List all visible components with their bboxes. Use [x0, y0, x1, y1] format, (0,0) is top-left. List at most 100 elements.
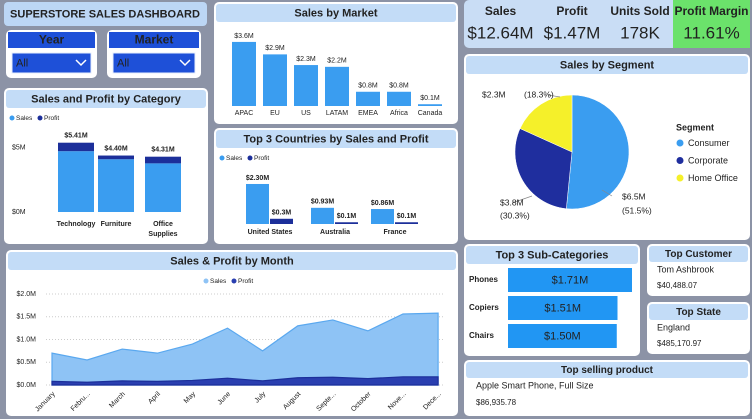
bar — [371, 209, 394, 224]
legend-label: Sales — [210, 278, 227, 285]
x-tick-label: Australia — [320, 229, 350, 236]
legend-label: Home Office — [688, 173, 738, 183]
bar — [294, 65, 318, 106]
area — [51, 376, 439, 386]
leader-line — [547, 94, 561, 98]
bar — [335, 222, 358, 224]
card-title: Top Customer — [665, 249, 732, 260]
x-tick-label: Office Supplies — [148, 221, 177, 238]
dropdown-chevron — [179, 59, 191, 67]
x-tick-label: US — [301, 110, 311, 117]
value-label: $0.8M — [389, 83, 409, 90]
value-label: $2.30M — [246, 175, 270, 182]
kpi-value: $12.64M — [467, 23, 533, 42]
bar-segment — [145, 156, 181, 164]
bar-segment — [145, 163, 181, 212]
panel-title-bar — [466, 56, 748, 74]
bar-segment — [98, 159, 134, 212]
kpi-label: Units Sold — [610, 4, 669, 18]
dropdown[interactable] — [11, 52, 92, 74]
legend-label: Profit — [238, 278, 253, 285]
value-label: $1.51M — [544, 302, 581, 314]
kpi-value: $1.47M — [544, 23, 601, 42]
kpi-label: Sales — [485, 4, 517, 18]
kpi-label: Profit Margin — [675, 4, 749, 18]
y-tick-label: $0.5M — [17, 359, 37, 366]
x-tick-label: Furniture — [101, 221, 132, 228]
bar — [508, 296, 618, 320]
bar — [246, 183, 269, 224]
kpi-label: Profit — [556, 4, 587, 18]
value-label: $2.3M — [482, 89, 506, 99]
leader-line — [601, 189, 613, 197]
total-label: $4.40M — [104, 145, 128, 152]
dropdown-chevron — [75, 59, 87, 67]
legend-label: Profit — [44, 115, 59, 122]
value-label: $0.93M — [311, 199, 335, 206]
value-label: $6.5M — [622, 191, 646, 201]
value-label: $3.6M — [234, 33, 254, 40]
y-tick-label: Copiers — [469, 303, 499, 312]
bar — [311, 207, 334, 224]
filter-header — [8, 32, 95, 48]
card-title: Top State — [676, 307, 721, 318]
legend-label: Consumer — [688, 138, 730, 148]
dropdown-value: All — [16, 57, 28, 69]
legend-label: Corporate — [688, 155, 728, 165]
pie-slice — [566, 94, 630, 210]
dropdown[interactable] — [112, 52, 196, 74]
x-tick-label: LATAM — [326, 110, 348, 117]
kpi-highlight — [673, 0, 750, 48]
pie-slice — [514, 128, 573, 209]
bar-segment — [98, 155, 134, 160]
panel-title: Top 3 Sub-Categories — [496, 249, 609, 261]
bar — [356, 91, 380, 106]
leader-line — [511, 195, 533, 204]
bar — [270, 218, 293, 224]
x-tick-label: Technology — [57, 221, 96, 228]
panel-title-bar — [466, 246, 638, 264]
card-value: $485,170.97 — [657, 339, 702, 348]
percent-label: (30.3%) — [500, 210, 530, 220]
panel — [214, 128, 458, 244]
legend-swatch — [9, 115, 15, 121]
title-box — [4, 2, 207, 26]
panel-title-bar — [649, 304, 748, 320]
x-tick-label: Canada — [418, 110, 443, 117]
bar — [508, 324, 617, 348]
value-label: $1.50M — [544, 330, 581, 342]
kpi-value: 11.61% — [683, 23, 739, 42]
panel-title-bar — [216, 4, 456, 22]
percent-label: (51.5%) — [622, 205, 652, 215]
legend-label: Sales — [16, 115, 33, 122]
value-label: $0.3M — [272, 210, 292, 217]
card-value: $40,488.07 — [657, 281, 698, 290]
panel-title-bar — [649, 246, 748, 262]
legend-title: Segment — [676, 122, 714, 132]
value-label: $2.2M — [327, 58, 347, 65]
legend-swatch — [203, 278, 209, 284]
bar — [395, 222, 418, 224]
x-tick-label: EU — [270, 110, 280, 117]
filter-label: Market — [135, 33, 174, 47]
dashboard-title: SUPERSTORE SALES DASHBOARD — [10, 8, 200, 20]
panel-title: Sales and Profit by Category — [31, 93, 182, 105]
bar-segment — [58, 142, 94, 152]
percent-label: (18.3%) — [524, 89, 554, 99]
value-label: $0.1M — [337, 213, 357, 220]
value-label: $0.8M — [358, 83, 378, 90]
value-label: $3.8M — [500, 197, 524, 207]
y-tick-label: $1.5M — [17, 314, 37, 321]
x-tick-label: France — [384, 229, 407, 236]
panel-title: Top 3 Countries by Sales and Profit — [244, 133, 429, 145]
legend-swatch — [676, 174, 684, 182]
legend-swatch — [219, 155, 225, 161]
legend-swatch — [676, 157, 684, 164]
bar — [325, 66, 349, 106]
value-label: $0.86M — [371, 200, 395, 207]
kpi-value: 178K — [620, 23, 660, 42]
bar — [387, 91, 411, 106]
x-tick-label: Africa — [390, 110, 408, 117]
